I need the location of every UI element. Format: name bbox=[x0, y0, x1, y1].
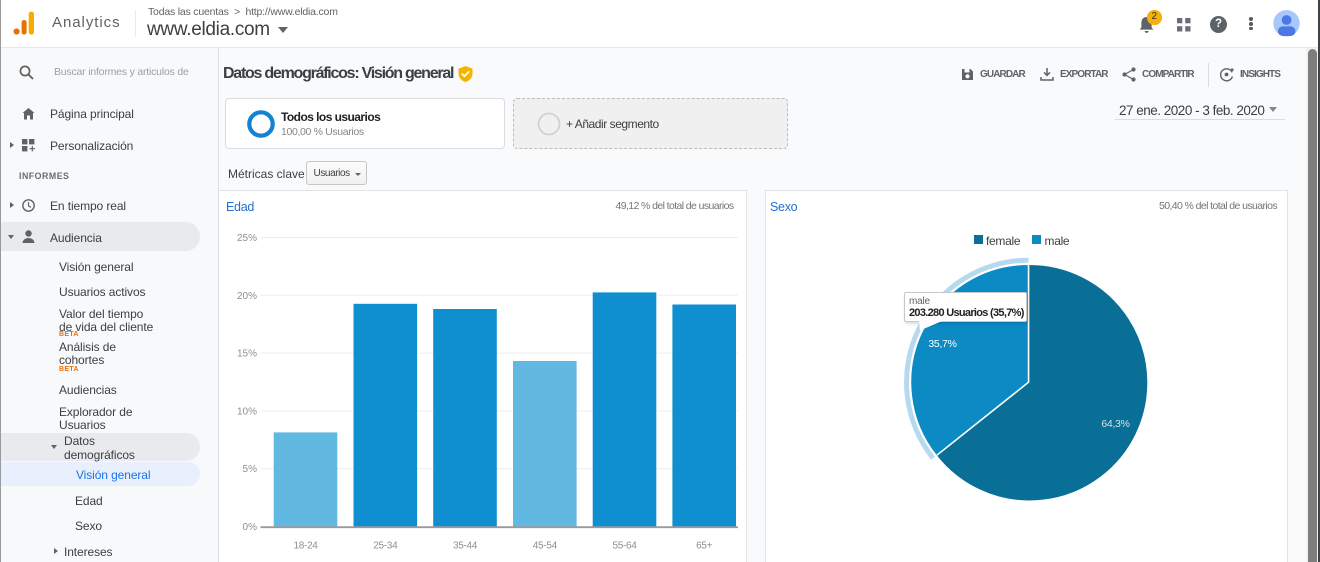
svg-text:18-24: 18-24 bbox=[293, 541, 318, 552]
svg-text:25%: 25% bbox=[237, 233, 257, 244]
svg-text:5%: 5% bbox=[243, 464, 258, 475]
svg-text:35,7%: 35,7% bbox=[928, 338, 956, 350]
svg-text:65+: 65+ bbox=[696, 541, 713, 552]
svg-text:64,3%: 64,3% bbox=[1101, 418, 1129, 430]
svg-text:15%: 15% bbox=[237, 349, 257, 360]
svg-text:20%: 20% bbox=[237, 291, 257, 302]
svg-text:55-64: 55-64 bbox=[612, 541, 637, 552]
svg-text:35-44: 35-44 bbox=[453, 541, 478, 552]
svg-text:10%: 10% bbox=[237, 406, 257, 417]
svg-text:25-34: 25-34 bbox=[373, 541, 398, 552]
svg-text:45-54: 45-54 bbox=[533, 541, 558, 552]
svg-text:0%: 0% bbox=[243, 522, 258, 533]
